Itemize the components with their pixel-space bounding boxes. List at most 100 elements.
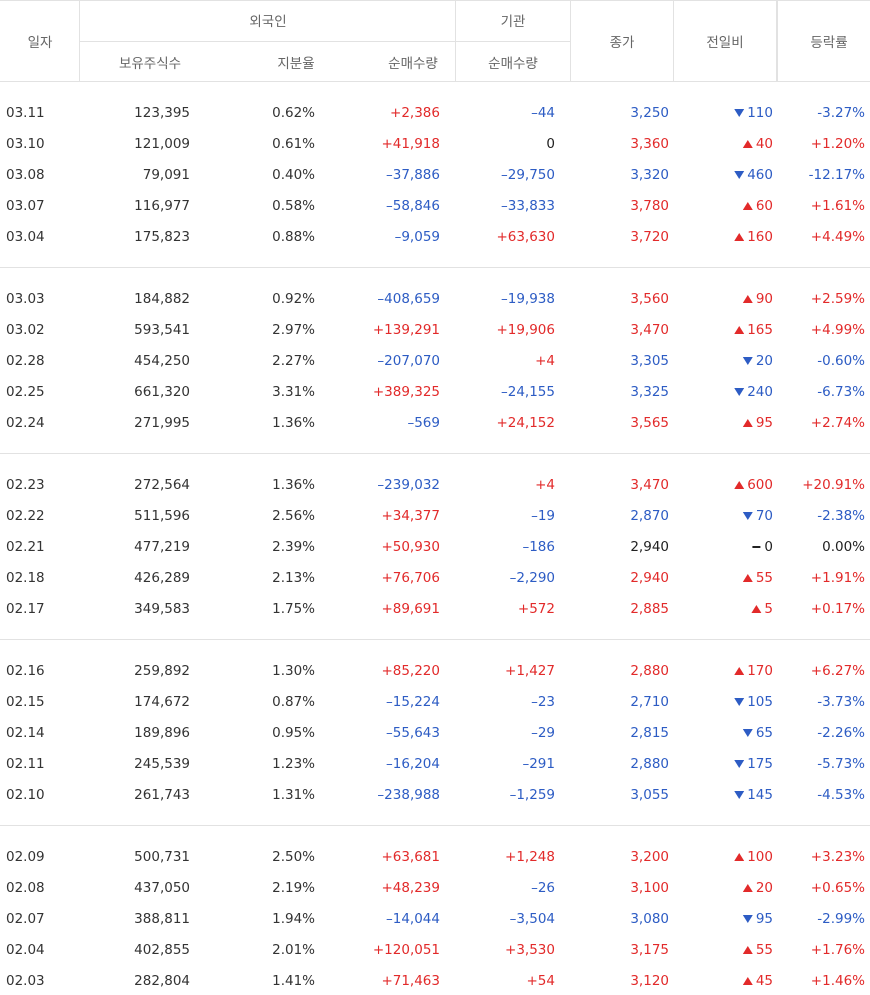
- foreign-net-cell: –238,988: [377, 787, 440, 803]
- close-cell: 3,720: [630, 229, 669, 245]
- holdings-cell: 184,882: [134, 291, 190, 307]
- rate-cell: +0.17%: [810, 601, 865, 617]
- date-cell: 03.08: [6, 167, 45, 183]
- ratio-cell: 1.23%: [272, 756, 315, 772]
- rate-cell: +1.46%: [810, 973, 865, 989]
- holdings-cell: 661,320: [134, 384, 190, 400]
- inst-net-cell: +19,906: [496, 322, 555, 338]
- holdings-cell: 282,804: [134, 973, 190, 989]
- arrow-icon: [734, 481, 745, 489]
- rate-cell: -2.26%: [817, 725, 865, 741]
- inst-net-cell: –23: [531, 694, 555, 710]
- close-cell: 2,880: [630, 756, 669, 772]
- close-cell: 3,055: [630, 787, 669, 803]
- ratio-cell: 0.62%: [272, 105, 315, 121]
- rate-cell: -0.60%: [817, 353, 865, 369]
- holdings-cell: 121,009: [134, 136, 190, 152]
- close-cell: 3,320: [630, 167, 669, 183]
- inst-net-cell: –19,938: [501, 291, 555, 307]
- holdings-cell: 349,583: [134, 601, 190, 617]
- date-cell: 03.07: [6, 198, 45, 214]
- inst-net-cell: –19: [531, 508, 555, 524]
- holdings-cell: 116,977: [134, 198, 190, 214]
- rate-cell: -2.99%: [817, 911, 865, 927]
- change-cell: 600: [734, 477, 773, 493]
- inst-net-cell: –33,833: [501, 198, 555, 214]
- rate-cell: -6.73%: [817, 384, 865, 400]
- arrow-icon: [734, 326, 745, 334]
- rate-cell: 0.00%: [822, 539, 865, 555]
- change-cell: 160: [734, 229, 773, 245]
- arrow-icon: [742, 295, 753, 303]
- change-value: 20: [755, 880, 773, 896]
- close-cell: 3,470: [630, 322, 669, 338]
- date-cell: 02.08: [6, 880, 45, 896]
- foreign-net-cell: +89,691: [381, 601, 440, 617]
- close-cell: 3,560: [630, 291, 669, 307]
- holdings-cell: 511,596: [134, 508, 190, 524]
- date-cell: 02.07: [6, 911, 45, 927]
- change-value: 110: [747, 105, 773, 121]
- foreign-net-cell: +34,377: [381, 508, 440, 524]
- foreign-net-cell: –16,204: [386, 756, 440, 772]
- close-cell: 2,940: [630, 570, 669, 586]
- change-value: 45: [755, 973, 773, 989]
- change-cell: 5: [751, 601, 773, 617]
- rate-cell: +6.27%: [810, 663, 865, 679]
- ratio-cell: 0.58%: [272, 198, 315, 214]
- group-divider: [0, 267, 870, 268]
- change-value: 60: [755, 198, 773, 214]
- arrow-icon: [742, 512, 753, 520]
- close-cell: 3,120: [630, 973, 669, 989]
- inst-net-cell: +572: [517, 601, 555, 617]
- close-cell: 3,470: [630, 477, 669, 493]
- foreign-net-cell: +139,291: [372, 322, 440, 338]
- group-divider: [0, 453, 870, 454]
- change-value: 170: [747, 663, 773, 679]
- inst-net-cell: +4: [535, 353, 555, 369]
- change-value: 600: [747, 477, 773, 493]
- arrow-icon: [734, 853, 745, 861]
- border: [79, 41, 570, 42]
- holdings-cell: 189,896: [134, 725, 190, 741]
- arrow-icon: [734, 388, 745, 396]
- rate-cell: -4.53%: [817, 787, 865, 803]
- date-cell: 02.24: [6, 415, 45, 431]
- change-value: 165: [747, 322, 773, 338]
- inst-net-cell: –2,290: [509, 570, 555, 586]
- holdings-cell: 175,823: [134, 229, 190, 245]
- foreign-net-cell: –15,224: [386, 694, 440, 710]
- change-cell: 165: [734, 322, 773, 338]
- ratio-cell: 2.13%: [272, 570, 315, 586]
- ratio-cell: 0.87%: [272, 694, 315, 710]
- holdings-cell: 477,219: [134, 539, 190, 555]
- foreign-net-cell: +48,239: [381, 880, 440, 896]
- change-cell: 40: [742, 136, 773, 152]
- foreign-net-cell: –58,846: [386, 198, 440, 214]
- border: [776, 0, 778, 81]
- foreign-net-cell: +71,463: [381, 973, 440, 989]
- group-divider: [0, 825, 870, 826]
- foreign-net-cell: +2,386: [390, 105, 440, 121]
- foreign-net-cell: +389,325: [372, 384, 440, 400]
- ratio-cell: 1.41%: [272, 973, 315, 989]
- ratio-cell: 1.94%: [272, 911, 315, 927]
- date-cell: 02.23: [6, 477, 45, 493]
- change-cell: 100: [734, 849, 773, 865]
- date-cell: 02.11: [6, 756, 45, 772]
- rate-cell: +0.65%: [810, 880, 865, 896]
- inst-net-cell: –24,155: [501, 384, 555, 400]
- inst-net-cell: –26: [531, 880, 555, 896]
- ratio-cell: 2.01%: [272, 942, 315, 958]
- header-cell: 기관: [500, 14, 526, 30]
- inst-net-cell: –29,750: [501, 167, 555, 183]
- holdings-cell: 79,091: [142, 167, 190, 183]
- holdings-cell: 593,541: [134, 322, 190, 338]
- close-cell: 3,360: [630, 136, 669, 152]
- ratio-cell: 0.61%: [272, 136, 315, 152]
- arrow-icon: [742, 419, 753, 427]
- inst-net-cell: –291: [522, 756, 555, 772]
- date-cell: 03.10: [6, 136, 45, 152]
- arrow-icon: [734, 698, 745, 706]
